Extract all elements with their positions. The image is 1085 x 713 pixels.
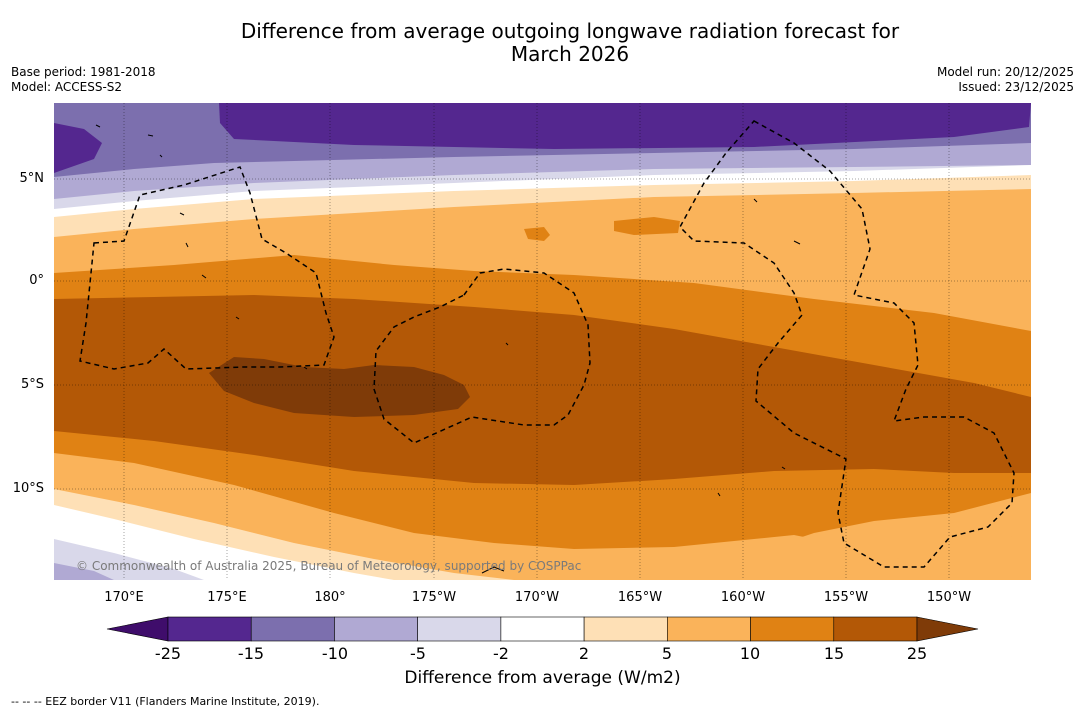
metadata-left: Base period: 1981-2018 Model: ACCESS-S2 [11, 65, 156, 95]
eez-border-tuvalu [79, 166, 335, 370]
colorbar-tick: -5 [410, 644, 426, 663]
eez-borders [79, 120, 1015, 568]
colorbar-extend-min [106, 616, 169, 642]
eez-legend-footer: -- -- -- EEZ border V11 (Flanders Marine… [11, 695, 320, 708]
base-period-text: Base period: 1981-2018 [11, 65, 156, 79]
colorbar-cell [250, 616, 335, 642]
colorbar-cell [500, 616, 585, 642]
band-2-5-north [54, 175, 1031, 237]
colorbar-cell [667, 616, 751, 642]
colorbar-tick: -15 [237, 644, 265, 663]
lon-label-175e: 175°E [207, 590, 247, 605]
patch-10-15-a [524, 227, 550, 241]
lat-label-5s: 5°S [20, 377, 44, 392]
colorbar-cell [750, 616, 835, 642]
title-line-1: Difference from average outgoing longwav… [240, 19, 900, 43]
map-svg [54, 103, 1031, 580]
copyright-text: © Commonwealth of Australia 2025, Bureau… [76, 559, 582, 573]
eez-border-tokelau [373, 268, 591, 444]
lon-label-150w: 150°W [926, 590, 972, 605]
lat-label-0: 0° [29, 273, 44, 288]
colorbar-extend-max [916, 616, 979, 642]
islands [95, 124, 801, 574]
gridlines [54, 103, 1031, 580]
colorbar [106, 616, 979, 642]
lon-label-180: 180° [314, 590, 346, 605]
colorbar-tick: 10 [739, 644, 761, 663]
lon-label-155w: 155°W [823, 590, 869, 605]
model-text: Model: ACCESS-S2 [11, 80, 123, 94]
band-neg5-neg2-south [54, 539, 204, 580]
colorbar-tick: 25 [906, 644, 928, 663]
chart-title: Difference from average outgoing longwav… [170, 20, 970, 66]
colorbar-tick: -10 [321, 644, 349, 663]
issued-text: Issued: 23/12/2025 [958, 80, 1074, 94]
lat-label-5n: 5°N [19, 171, 45, 186]
colorbar-tick: 2 [578, 644, 590, 663]
colorbar-cell [334, 616, 418, 642]
patch-10-15-b [614, 217, 680, 235]
title-line-2: March 2026 [510, 42, 630, 66]
lon-label-170w: 170°W [514, 590, 560, 605]
lon-label-175w: 175°W [411, 590, 457, 605]
colorbar-cell [417, 616, 502, 642]
model-run-text: Model run: 20/12/2025 [936, 65, 1074, 79]
colorbar-cell [583, 616, 668, 642]
olr-anomaly-map [54, 103, 1031, 580]
colorbar-label: Difference from average (W/m2) [404, 668, 681, 688]
band-15-25 [54, 295, 1031, 485]
colorbar-cell [167, 616, 252, 642]
lon-label-170e: 170°E [104, 590, 144, 605]
colorbar-tick: 15 [823, 644, 845, 663]
lon-label-160w: 160°W [720, 590, 766, 605]
band-neg10-neg5-south [54, 563, 114, 580]
band-neg25-neg15-north [219, 103, 1031, 149]
band-neg25-neg15-west [54, 123, 102, 173]
eez-border-phoenix [679, 120, 1015, 568]
colorbar-tick: 5 [661, 644, 673, 663]
colorbar-cell [833, 616, 918, 642]
band-above-25 [209, 357, 470, 417]
metadata-right: Model run: 20/12/2025 Issued: 23/12/2025 [937, 65, 1074, 95]
colorbar-tick: -25 [154, 644, 182, 663]
colorbar-tick: -2 [493, 644, 509, 663]
lon-label-165w: 165°W [617, 590, 663, 605]
lat-label-10s: 10°S [12, 481, 44, 496]
